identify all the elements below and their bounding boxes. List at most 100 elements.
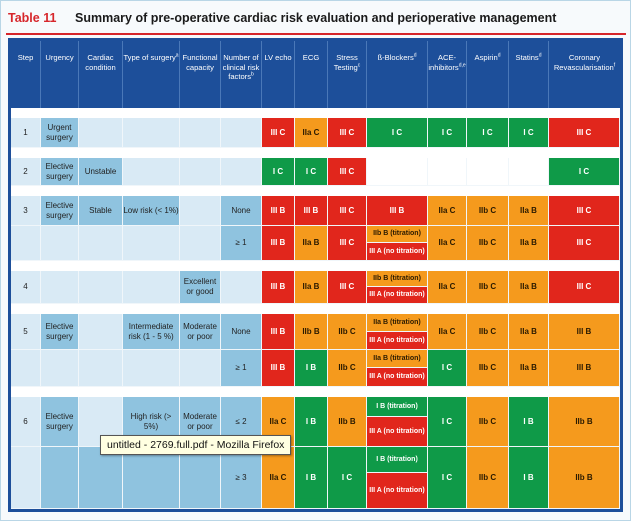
- table-title: Table 11 Summary of pre-operative cardia…: [6, 8, 626, 30]
- urgency-cell: [41, 271, 79, 304]
- table-caption: Summary of pre-operative cardiac risk ev…: [75, 11, 557, 25]
- functional-cell: [180, 226, 221, 261]
- beta-blocker-cell: [367, 158, 428, 186]
- surgery-cell: Low risk (< 1%): [123, 196, 180, 226]
- beta-blocker-no-titration-cell: III A (no titration): [367, 332, 428, 350]
- group-separator: [11, 261, 620, 271]
- coronary-cell: IIb B: [549, 447, 620, 509]
- functional-cell: Moderate or poor: [180, 314, 221, 350]
- header-ecg: ECG: [295, 41, 328, 108]
- aspirin-cell: IIb C: [467, 397, 509, 447]
- statins-cell: IIa B: [509, 226, 549, 261]
- header-urgency: Urgency: [41, 41, 79, 108]
- factors-cell: ≥ 1: [221, 350, 262, 387]
- header-statins: Statinsd: [509, 41, 549, 108]
- statins-cell: I B: [509, 397, 549, 447]
- factors-cell: ≥ 1: [221, 226, 262, 261]
- beta-blocker-titration-cell: IIa B (titration): [367, 314, 428, 332]
- ace-cell: I C: [428, 447, 467, 509]
- ecg-cell: IIb B: [295, 314, 328, 350]
- statins-cell: I C: [509, 118, 549, 148]
- urgency-cell: [41, 350, 79, 387]
- functional-cell: [180, 158, 221, 186]
- functional-cell: [180, 350, 221, 387]
- functional-cell: [180, 118, 221, 148]
- beta-blocker-titration-cell: IIb B (titration): [367, 271, 428, 287]
- header-aspirin: Aspirind: [467, 41, 509, 108]
- header-coronary-revascularisation: Coronary Revascularisationf: [553, 53, 616, 72]
- cardiac-cell: [79, 118, 123, 148]
- ecg-cell: IIa C: [295, 118, 328, 148]
- cardiac-cell: [79, 271, 123, 304]
- ecg-cell: I B: [295, 397, 328, 447]
- stress-cell: III C: [328, 271, 367, 304]
- header-lv-echo: LV echo: [262, 41, 295, 108]
- ace-cell: I C: [428, 350, 467, 387]
- step-cell: [11, 447, 41, 509]
- coronary-cell: III C: [549, 118, 620, 148]
- urgency-cell: Urgent surgery: [41, 118, 79, 148]
- statins-cell: IIa B: [509, 196, 549, 226]
- urgency-cell: Elective surgery: [41, 196, 79, 226]
- header-beta-blockers: ß-Blockersd: [367, 41, 428, 108]
- surgery-cell: [123, 118, 180, 148]
- urgency-cell: Elective surgery: [41, 397, 79, 447]
- step-cell: 5: [11, 314, 41, 350]
- aspirin-cell: IIb C: [467, 226, 509, 261]
- ecg-cell: III B: [295, 196, 328, 226]
- step-cell: [11, 226, 41, 261]
- header-clinical-risk-factors: Number of clinical risk factorsb: [221, 41, 262, 108]
- group-separator: [11, 108, 620, 118]
- header-type-of-surgery: Type of surgerya: [123, 41, 180, 108]
- coronary-cell: I C: [549, 158, 620, 186]
- stress-cell: III C: [328, 196, 367, 226]
- statins-cell: IIa B: [509, 350, 549, 387]
- header-row: Step Urgency Cardiac condition Type of s…: [11, 41, 620, 108]
- step-cell: 6: [11, 397, 41, 447]
- urgency-cell: Elective surgery: [41, 158, 79, 186]
- header-cardiac-condition: Cardiac condition: [79, 41, 123, 108]
- beta-blocker-titration-cell: IIb B (titration): [367, 226, 428, 243]
- group-separator: [11, 186, 620, 196]
- aspirin-cell: [467, 158, 509, 186]
- window-title-tooltip: untitled - 2769.full.pdf - Mozilla Firef…: [100, 435, 292, 455]
- aspirin-cell: I C: [467, 118, 509, 148]
- coronary-cell: III B: [549, 350, 620, 387]
- lv-echo-cell: III B: [262, 314, 295, 350]
- step-cell: 2: [11, 158, 41, 186]
- stress-cell: III C: [328, 118, 367, 148]
- ace-cell: IIa C: [428, 196, 467, 226]
- urgency-cell: [41, 447, 79, 509]
- urgency-cell: Elective surgery: [41, 314, 79, 350]
- group-separator: [11, 304, 620, 314]
- beta-blocker-no-titration-cell: III A (no titration): [367, 368, 428, 387]
- factors-cell: [221, 158, 262, 186]
- aspirin-cell: IIb C: [467, 447, 509, 509]
- lv-echo-cell: I C: [262, 158, 295, 186]
- ecg-cell: IIa B: [295, 226, 328, 261]
- aspirin-cell: IIb C: [467, 271, 509, 304]
- cardiac-cell: Stable: [79, 196, 123, 226]
- factors-cell: ≥ 3: [221, 447, 262, 509]
- functional-cell: Excellent or good: [180, 271, 221, 304]
- beta-blocker-titration-cell: IIa B (titration): [367, 350, 428, 368]
- ace-cell: IIa C: [428, 226, 467, 261]
- ecg-cell: I C: [295, 158, 328, 186]
- cardiac-cell: [79, 314, 123, 350]
- stress-cell: III C: [328, 226, 367, 261]
- surgery-cell: [123, 271, 180, 304]
- aspirin-cell: IIb C: [467, 196, 509, 226]
- beta-blocker-no-titration-cell: III A (no titration): [367, 473, 428, 509]
- surgery-cell: Intermediate risk (1 - 5 %): [123, 314, 180, 350]
- statins-cell: [509, 158, 549, 186]
- ecg-cell: I B: [295, 350, 328, 387]
- cardiac-cell: Unstable: [79, 158, 123, 186]
- step-cell: [11, 350, 41, 387]
- coronary-cell: III C: [549, 226, 620, 261]
- statins-cell: IIa B: [509, 271, 549, 304]
- step-cell: 1: [11, 118, 41, 148]
- stress-cell: IIb C: [328, 350, 367, 387]
- group-separator: [11, 148, 620, 158]
- surgery-cell: [123, 226, 180, 261]
